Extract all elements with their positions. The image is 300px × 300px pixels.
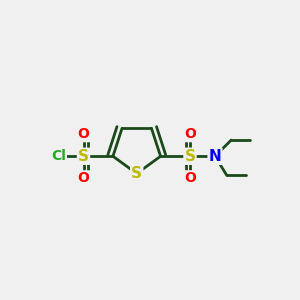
Text: S: S <box>78 149 89 164</box>
Text: O: O <box>184 171 196 185</box>
Text: S: S <box>131 166 142 181</box>
Text: S: S <box>184 149 196 164</box>
Text: N: N <box>209 149 221 164</box>
Text: O: O <box>78 127 89 141</box>
Text: O: O <box>78 171 89 185</box>
Text: O: O <box>184 127 196 141</box>
Text: Cl: Cl <box>51 149 66 163</box>
